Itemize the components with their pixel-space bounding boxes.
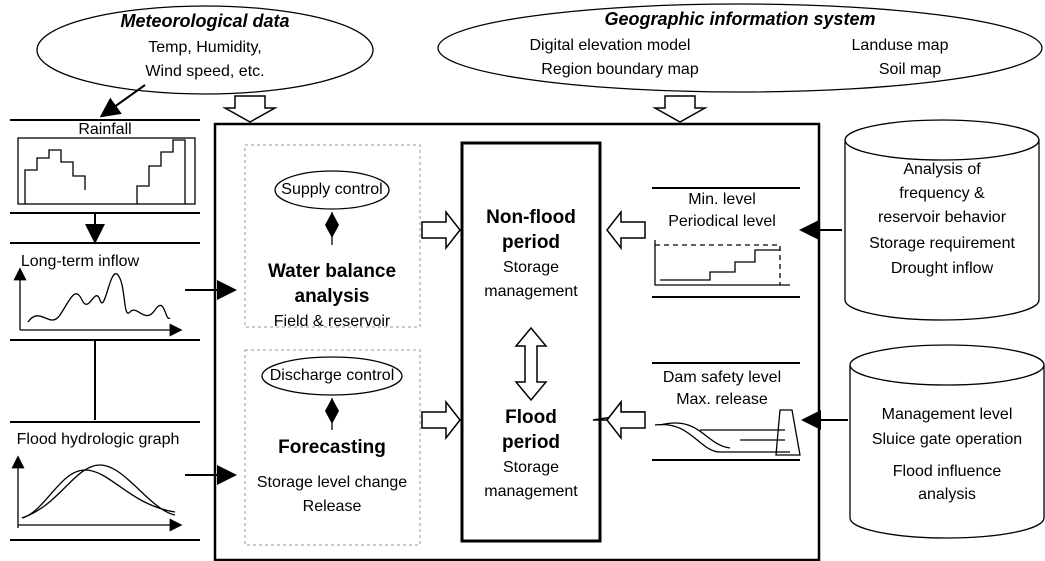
met-line: Temp, Humidity, xyxy=(148,39,262,56)
period-text: management xyxy=(484,283,578,300)
process-text: Field & reservoir xyxy=(274,313,391,330)
period-text: Storage xyxy=(503,459,559,476)
period-title: period xyxy=(502,232,560,253)
db-text: Analysis of xyxy=(903,161,981,178)
db-text: analysis xyxy=(918,486,976,503)
gis-item: Region boundary map xyxy=(541,61,699,78)
process-title: Water balance xyxy=(268,261,396,282)
gis-item: Soil map xyxy=(879,61,941,78)
db-text: reservoir behavior xyxy=(878,209,1007,226)
level-label: Min. level xyxy=(688,191,756,208)
process-text: Release xyxy=(303,498,362,515)
db-text: Management level xyxy=(882,406,1013,423)
period-text: management xyxy=(484,483,578,500)
met-line: Wind speed, etc. xyxy=(145,63,264,80)
control-label: Discharge control xyxy=(270,367,395,384)
input-label: Rainfall xyxy=(78,121,131,138)
process-text: Storage level change xyxy=(257,474,407,491)
gis-item: Digital elevation model xyxy=(530,37,691,54)
level-label: Periodical level xyxy=(668,213,776,230)
gis-title: Geographic information system xyxy=(604,9,875,29)
control-label: Supply control xyxy=(281,181,382,198)
period-text: Storage xyxy=(503,259,559,276)
db-text: Storage requirement xyxy=(869,235,1015,252)
period-title: period xyxy=(502,432,560,453)
gis-item: Landuse map xyxy=(852,37,949,54)
level-label: Max. release xyxy=(676,391,768,408)
db-text: frequency & xyxy=(899,185,985,202)
db-text: Drought inflow xyxy=(891,260,994,277)
input-label: Long-term inflow xyxy=(21,253,140,270)
process-title: Forecasting xyxy=(278,437,386,458)
shapes xyxy=(10,3,1045,561)
period-title: Non-flood xyxy=(486,207,576,228)
input-label: Flood hydrologic graph xyxy=(17,431,180,448)
period-title: Flood xyxy=(505,407,557,428)
db-text: Flood influence xyxy=(893,463,1002,480)
db-text: Sluice gate operation xyxy=(872,431,1022,448)
met-title: Meteorological data xyxy=(120,11,289,31)
level-label: Dam safety level xyxy=(663,369,781,386)
process-title: analysis xyxy=(295,286,370,307)
